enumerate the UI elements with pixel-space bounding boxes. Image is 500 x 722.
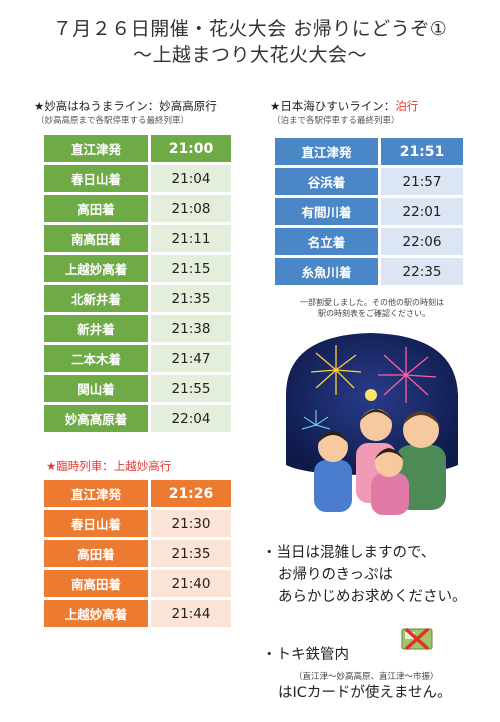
time-cell: 21:38 (151, 315, 231, 342)
tokitetsu-sub: （直江津〜妙高高原、直江津〜市振） (294, 672, 439, 682)
table-row: 関山着 21:55 (44, 375, 231, 402)
table-row: 名立着 22:06 (275, 228, 463, 255)
hisui-line-heading: ★日本海ひすいライン：泊行 (270, 98, 418, 114)
timetable-note: 一部割愛しました。その他の駅の時刻は 駅の時刻表をご確認ください。 (300, 297, 444, 319)
table-row: 南高田着 21:11 (44, 225, 231, 252)
special-timetable: 直江津発 21:26 春日山着 21:30 高田着 21:35 南高田着 21:40 … (44, 477, 231, 630)
station-cell: 直江津発 (44, 480, 148, 507)
tokitetsu-title: ・トキ鉄管内 (262, 647, 349, 663)
station-cell: 関山着 (44, 375, 148, 402)
table-header-row: 直江津発 21:51 (275, 138, 463, 165)
table-row: 谷浜着 21:57 (275, 168, 463, 195)
table-row: 高田着 21:35 (44, 540, 231, 567)
firework-burst (365, 389, 377, 401)
notice-line: お帰りのきっぷは (278, 567, 393, 583)
time-cell: 21:11 (151, 225, 231, 252)
station-cell: 新井着 (44, 315, 148, 342)
station-cell: 有間川着 (275, 198, 378, 225)
special-train-name: 臨時列車：上越妙高行 (56, 459, 172, 473)
no-ic-card-icon (401, 628, 433, 650)
table-row: 糸魚川着 22:35 (275, 258, 463, 285)
station-cell: 高田着 (44, 195, 148, 222)
table-header-row: 直江津発 21:26 (44, 480, 231, 507)
time-cell: 21:55 (151, 375, 231, 402)
time-cell: 22:06 (381, 228, 463, 255)
hisui-line-destination: 泊行 (395, 99, 419, 113)
table-row: 高田着 21:08 (44, 195, 231, 222)
notice-line: あらかじめお求めください。 (278, 589, 467, 605)
time-cell: 22:35 (381, 258, 463, 285)
station-cell: 上越妙高着 (44, 600, 148, 627)
time-cell: 21:26 (151, 480, 231, 507)
note-line: 駅の時刻表をご確認ください。 (318, 309, 430, 318)
star-mark: ★ (270, 99, 281, 113)
station-cell: 上越妙高着 (44, 255, 148, 282)
time-cell: 22:04 (151, 405, 231, 432)
station-cell: 北新井着 (44, 285, 148, 312)
time-cell: 21:30 (151, 510, 231, 537)
myoko-line-sub: （妙高高原まで各駅停車する最終列車） (36, 116, 190, 126)
myoko-line-name: 妙高はねうまライン：妙高高原行 (44, 99, 217, 113)
hisui-timetable: 直江津発 21:51 谷浜着 21:57 有間川着 22:01 名立着 22:06 糸… (275, 135, 463, 288)
time-cell: 21:15 (151, 255, 231, 282)
note-line: 一部割愛しました。その他の駅の時刻は (300, 298, 444, 307)
star-mark: ★ (34, 99, 45, 113)
firework-pink (378, 347, 437, 403)
table-row: 妙高高原着 22:04 (44, 405, 231, 432)
station-cell: 南高田着 (44, 225, 148, 252)
station-cell: 名立着 (275, 228, 378, 255)
time-cell: 22:01 (381, 198, 463, 225)
table-row: 新井着 21:38 (44, 315, 231, 342)
hisui-line-sub: （泊まで各駅停車する最終列車） (272, 116, 400, 126)
table-row: 上越妙高着 21:44 (44, 600, 231, 627)
table-row: 北新井着 21:35 (44, 285, 231, 312)
table-header-row: 直江津発 21:00 (44, 135, 231, 162)
time-cell: 21:57 (381, 168, 463, 195)
table-row: 南高田着 21:40 (44, 570, 231, 597)
hisui-line-name: 日本海ひすいライン： (280, 99, 396, 113)
page-subtitle: 〜上越まつり大花火大会〜 (132, 44, 367, 66)
special-train-heading: ★臨時列車：上越妙高行 (46, 458, 171, 474)
time-cell: 21:44 (151, 600, 231, 627)
table-row: 春日山着 21:30 (44, 510, 231, 537)
notice-line: ・当日は混雑しますので、 (262, 545, 436, 561)
time-cell: 21:40 (151, 570, 231, 597)
star-mark: ★ (46, 459, 57, 473)
station-cell: 高田着 (44, 540, 148, 567)
station-cell: 春日山着 (44, 510, 148, 537)
tokitetsu-notice: はICカードが使えません。 (278, 685, 452, 701)
myoko-line-heading: ★妙高はねうまライン：妙高高原行 (34, 98, 217, 114)
family-group (314, 409, 446, 515)
page-title: ７月２６日開催・花火大会 お帰りにどうぞ① (52, 18, 448, 40)
station-cell: 谷浜着 (275, 168, 378, 195)
time-cell: 21:51 (381, 138, 463, 165)
time-cell: 21:35 (151, 540, 231, 567)
station-cell: 春日山着 (44, 165, 148, 192)
time-cell: 21:08 (151, 195, 231, 222)
station-cell: 直江津発 (44, 135, 148, 162)
table-row: 有間川着 22:01 (275, 198, 463, 225)
station-cell: 妙高高原着 (44, 405, 148, 432)
crowd-notice: ・当日は混雑しますので、 お帰りのきっぷは あらかじめお求めください。 (262, 542, 467, 608)
fireworks-family-illustration (286, 333, 458, 515)
station-cell: 南高田着 (44, 570, 148, 597)
time-cell: 21:04 (151, 165, 231, 192)
table-row: 上越妙高着 21:15 (44, 255, 231, 282)
firework-cyan (301, 410, 331, 430)
table-row: 春日山着 21:04 (44, 165, 231, 192)
station-cell: 糸魚川着 (275, 258, 378, 285)
time-cell: 21:47 (151, 345, 231, 372)
table-row: 二本木着 21:47 (44, 345, 231, 372)
myoko-timetable: 直江津発 21:00 春日山着 21:04 高田着 21:08 南高田着 21:11 … (44, 132, 231, 435)
station-cell: 二本木着 (44, 345, 148, 372)
time-cell: 21:00 (151, 135, 231, 162)
firework-yellow (310, 345, 362, 395)
station-cell: 直江津発 (275, 138, 378, 165)
time-cell: 21:35 (151, 285, 231, 312)
